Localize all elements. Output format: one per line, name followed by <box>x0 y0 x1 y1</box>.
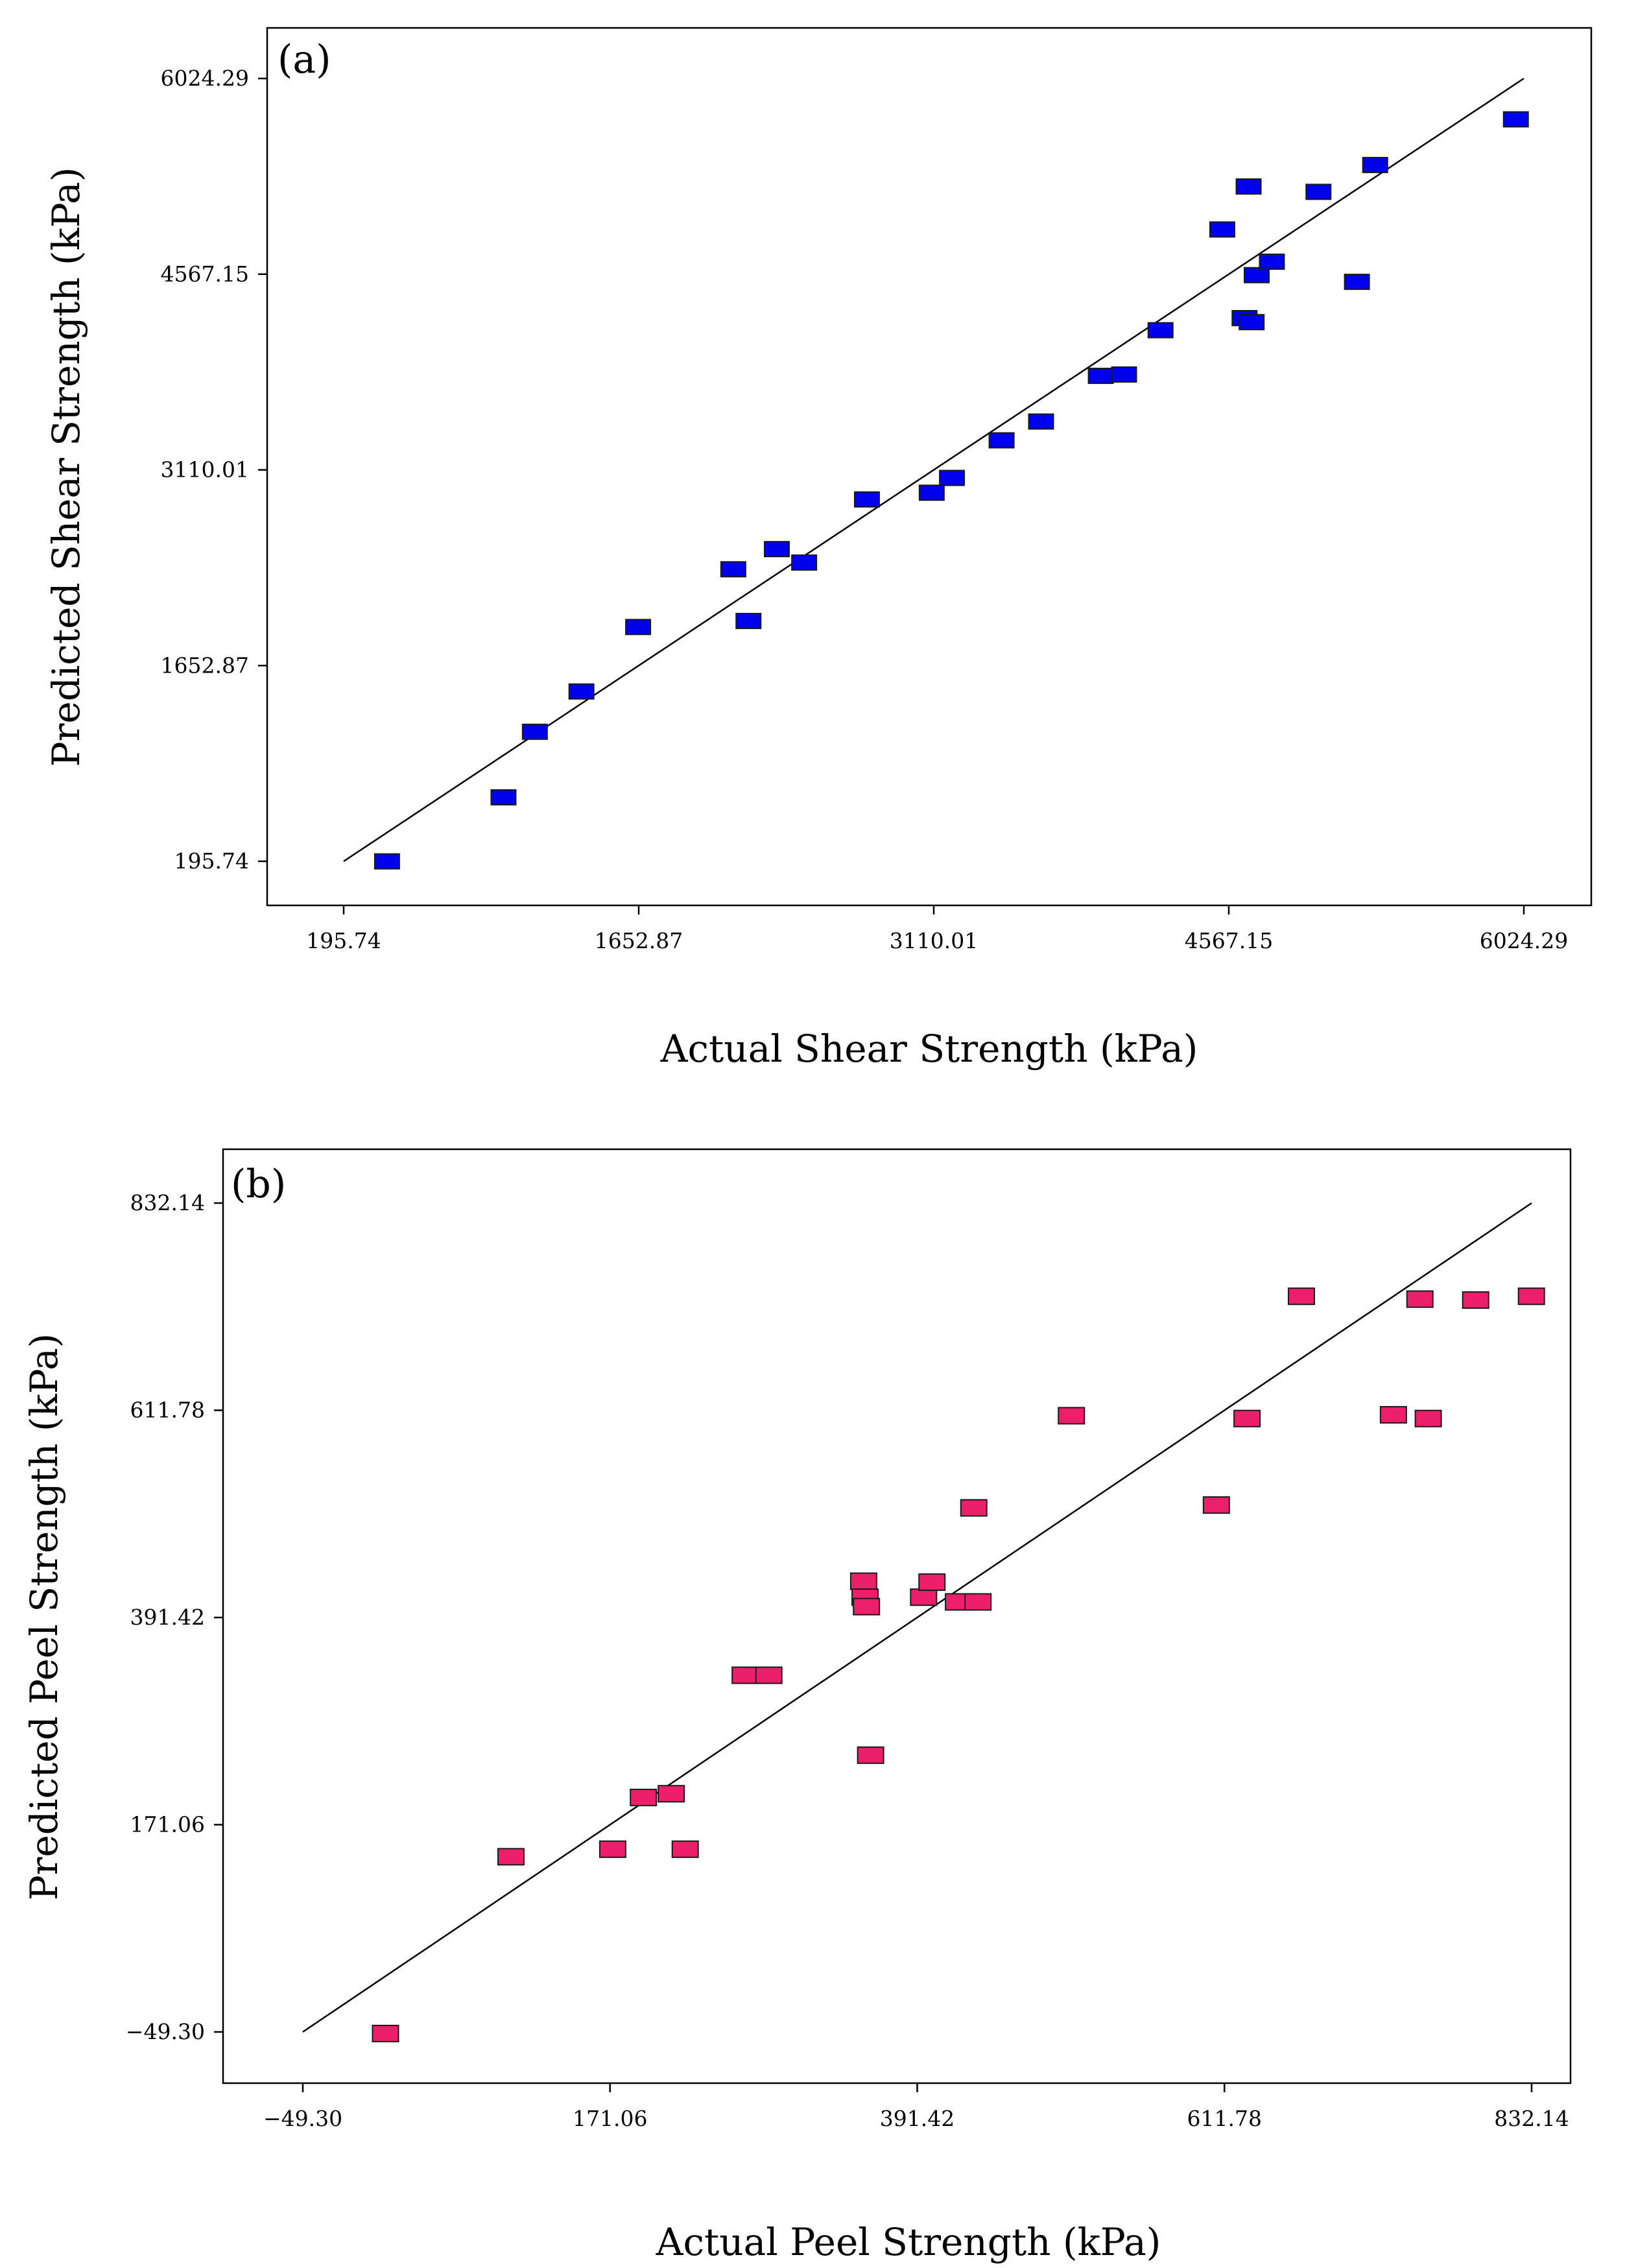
data-point <box>853 1597 881 1616</box>
y-tick-label: 391.42 <box>130 1605 205 1630</box>
y-tick-label: 171.06 <box>130 1812 205 1837</box>
y-tick-label: 611.78 <box>130 1398 205 1423</box>
y-tick-label: 6024.29 <box>161 66 249 91</box>
y-tick-label: 3110.01 <box>161 457 249 483</box>
data-points <box>374 111 1529 870</box>
data-point <box>763 541 790 558</box>
data-point <box>1233 1409 1261 1427</box>
data-point <box>853 491 880 508</box>
data-point <box>791 554 818 571</box>
data-point <box>1111 366 1137 383</box>
x-axis-ticks: −49.30 171.06 391.42 611.78 832.14 <box>263 2083 1569 2131</box>
data-point <box>918 484 945 501</box>
data-point <box>1235 178 1262 195</box>
shear-strength-chart: (a) 195.74 1652.87 3110.01 4567.15 6024.29 1… <box>44 27 1593 1071</box>
y-tick-label: 195.74 <box>174 848 249 874</box>
reference-line <box>343 77 1524 863</box>
data-point <box>1406 1290 1434 1308</box>
x-tick-label: 611.78 <box>1187 2106 1262 2131</box>
data-point <box>857 1746 884 1764</box>
data-point <box>497 1848 525 1866</box>
x-tick-label: 171.06 <box>573 2106 647 2131</box>
x-tick-label: −49.30 <box>263 2106 342 2131</box>
x-tick-label: 195.74 <box>306 928 381 953</box>
data-point <box>849 1572 877 1590</box>
data-point <box>1028 413 1054 430</box>
data-point <box>755 1666 783 1684</box>
y-axis-ticks: −49.30 171.06 391.42 611.78 832.14 <box>126 1190 223 2044</box>
data-point <box>671 1840 699 1858</box>
data-point <box>568 683 595 700</box>
x-tick-label: 391.42 <box>880 2106 955 2131</box>
x-tick-label: 1652.87 <box>595 928 683 953</box>
data-point <box>735 612 762 629</box>
data-point <box>521 723 548 740</box>
y-tick-label: 832.14 <box>130 1190 205 1215</box>
data-point <box>625 619 652 636</box>
data-point <box>1517 1287 1545 1306</box>
data-point <box>1239 314 1265 331</box>
data-point <box>1147 322 1174 339</box>
x-tick-label: 832.14 <box>1494 2106 1569 2131</box>
x-tick-label: 3110.01 <box>890 928 978 953</box>
data-point <box>630 1789 658 1807</box>
data-points <box>372 1287 1545 2042</box>
data-point <box>1087 368 1114 385</box>
data-point <box>918 1573 946 1592</box>
data-point <box>1362 156 1388 173</box>
plot-frame <box>222 1148 1572 2084</box>
peel-strength-chart: (b) −49.30 171.06 391.42 611.78 832.14 −49.3… <box>22 1148 1572 2264</box>
data-point <box>1202 1496 1230 1514</box>
y-axis-label: Predicted Peel Strength (kPa) <box>22 1333 66 1901</box>
y-tick-label: −49.30 <box>126 2019 205 2044</box>
panel-label: (b) <box>231 1162 286 1207</box>
y-tick-label: 1652.87 <box>161 652 249 678</box>
data-point <box>1462 1291 1489 1309</box>
plot-frame <box>266 27 1593 907</box>
x-axis-label: Actual Shear Strength (kPa) <box>660 1027 1198 1071</box>
y-axis-ticks: 195.74 1652.87 3110.01 4567.15 6024.29 <box>161 66 267 874</box>
data-point <box>372 2024 399 2042</box>
data-point <box>939 470 966 486</box>
data-point <box>1344 274 1370 291</box>
x-tick-label: 4567.15 <box>1185 928 1273 953</box>
y-tick-label: 4567.15 <box>161 261 249 287</box>
data-point <box>1305 184 1332 200</box>
data-point <box>1244 267 1270 283</box>
data-point <box>1287 1287 1315 1306</box>
data-point <box>1058 1407 1085 1425</box>
data-point <box>1414 1409 1442 1427</box>
data-point <box>731 1666 759 1684</box>
data-point <box>1502 111 1529 128</box>
data-point <box>599 1840 626 1858</box>
data-point <box>964 1593 992 1611</box>
data-point <box>1259 254 1285 270</box>
data-point <box>960 1499 988 1517</box>
panel-label: (a) <box>278 37 331 82</box>
y-axis-label: Predicted Shear Strength (kPa) <box>44 167 88 767</box>
data-point <box>658 1785 685 1803</box>
data-point <box>374 853 400 870</box>
data-point <box>1379 1405 1407 1424</box>
data-point <box>490 789 517 806</box>
x-axis-label: Actual Peel Strength (kPa) <box>656 2220 1161 2264</box>
x-axis-ticks: 195.74 1652.87 3110.01 4567.15 6024.29 <box>306 905 1568 953</box>
x-tick-label: 6024.29 <box>1480 928 1568 953</box>
data-point <box>988 432 1015 449</box>
data-point <box>910 1588 938 1606</box>
data-point <box>720 561 746 578</box>
reference-line <box>302 1202 1532 2033</box>
data-point <box>1209 221 1235 238</box>
